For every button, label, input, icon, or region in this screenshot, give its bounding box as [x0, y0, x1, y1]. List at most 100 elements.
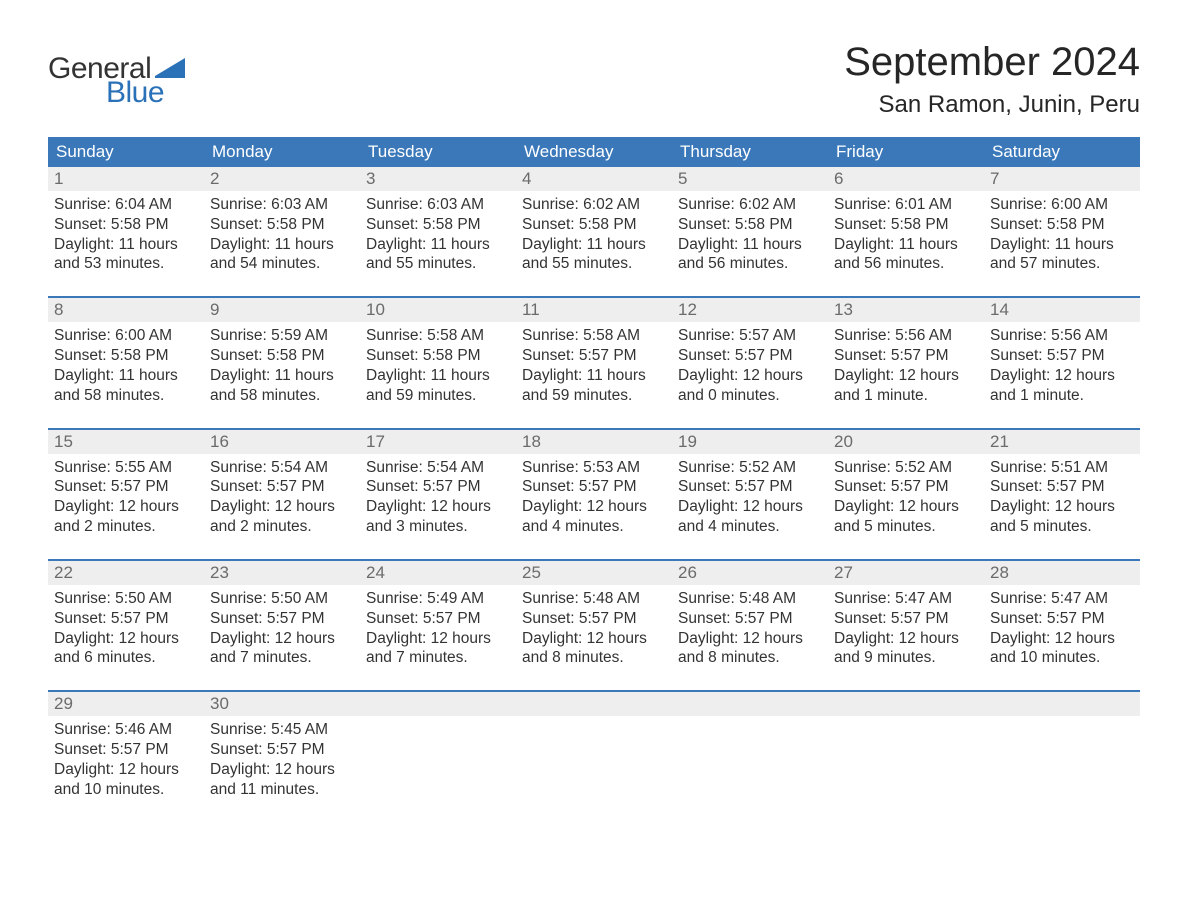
day-number	[522, 694, 527, 713]
day-number: 21	[990, 432, 1009, 451]
day-body: Sunrise: 5:47 AMSunset: 5:57 PMDaylight:…	[984, 585, 1140, 672]
day-body: Sunrise: 5:58 AMSunset: 5:57 PMDaylight:…	[516, 322, 672, 409]
day-number-row: 7	[984, 167, 1140, 191]
day-body: Sunrise: 5:56 AMSunset: 5:57 PMDaylight:…	[984, 322, 1140, 409]
calendar-day: 19Sunrise: 5:52 AMSunset: 5:57 PMDayligh…	[672, 430, 828, 541]
calendar-day: 24Sunrise: 5:49 AMSunset: 5:57 PMDayligh…	[360, 561, 516, 672]
daylight-line: Daylight: 12 hours and 5 minutes.	[990, 497, 1134, 537]
day-number: 17	[366, 432, 385, 451]
calendar-week: 8Sunrise: 6:00 AMSunset: 5:58 PMDaylight…	[48, 296, 1140, 409]
day-number-row: 16	[204, 430, 360, 454]
sunset-line: Sunset: 5:57 PM	[366, 477, 510, 497]
day-number-row: 14	[984, 298, 1140, 322]
logo-text-2: Blue	[106, 78, 185, 108]
day-body: Sunrise: 5:55 AMSunset: 5:57 PMDaylight:…	[48, 454, 204, 541]
sunset-line: Sunset: 5:58 PM	[834, 215, 978, 235]
sunset-line: Sunset: 5:58 PM	[678, 215, 822, 235]
sunrise-line: Sunrise: 5:52 AM	[834, 458, 978, 478]
sunset-line: Sunset: 5:57 PM	[210, 477, 354, 497]
calendar-day: 26Sunrise: 5:48 AMSunset: 5:57 PMDayligh…	[672, 561, 828, 672]
daylight-line: Daylight: 11 hours and 56 minutes.	[834, 235, 978, 275]
day-body	[360, 716, 516, 724]
sunset-line: Sunset: 5:57 PM	[522, 346, 666, 366]
daylight-line: Daylight: 12 hours and 11 minutes.	[210, 760, 354, 800]
day-body: Sunrise: 5:57 AMSunset: 5:57 PMDaylight:…	[672, 322, 828, 409]
calendar-day: 30Sunrise: 5:45 AMSunset: 5:57 PMDayligh…	[204, 692, 360, 803]
day-number: 3	[366, 169, 375, 188]
sunrise-line: Sunrise: 5:50 AM	[54, 589, 198, 609]
day-body: Sunrise: 5:46 AMSunset: 5:57 PMDaylight:…	[48, 716, 204, 803]
sunrise-line: Sunrise: 5:47 AM	[990, 589, 1134, 609]
day-number-row: 18	[516, 430, 672, 454]
calendar-day	[828, 692, 984, 803]
sunrise-line: Sunrise: 6:01 AM	[834, 195, 978, 215]
calendar-week: 29 Sunrise: 5:46 AMSunset: 5:57 PMDayligh…	[48, 690, 1140, 803]
calendar-day	[984, 692, 1140, 803]
day-number	[834, 694, 839, 713]
daylight-line: Daylight: 12 hours and 6 minutes.	[54, 629, 198, 669]
weekday-header: Monday	[204, 137, 360, 167]
daylight-line: Daylight: 12 hours and 2 minutes.	[210, 497, 354, 537]
day-number-row: 28	[984, 561, 1140, 585]
calendar-day: 25Sunrise: 5:48 AMSunset: 5:57 PMDayligh…	[516, 561, 672, 672]
daylight-line: Daylight: 11 hours and 54 minutes.	[210, 235, 354, 275]
sunrise-line: Sunrise: 6:00 AM	[54, 326, 198, 346]
sunrise-line: Sunrise: 5:45 AM	[210, 720, 354, 740]
sunrise-line: Sunrise: 5:49 AM	[366, 589, 510, 609]
sunset-line: Sunset: 5:58 PM	[210, 346, 354, 366]
day-number-row: 22	[48, 561, 204, 585]
day-number: 8	[54, 300, 63, 319]
day-number: 29	[54, 694, 73, 713]
weekday-header-row: SundayMondayTuesdayWednesdayThursdayFrid…	[48, 137, 1140, 167]
day-number: 28	[990, 563, 1009, 582]
day-number: 6	[834, 169, 843, 188]
day-number: 23	[210, 563, 229, 582]
day-number: 25	[522, 563, 541, 582]
sunrise-line: Sunrise: 6:04 AM	[54, 195, 198, 215]
daylight-line: Daylight: 12 hours and 8 minutes.	[678, 629, 822, 669]
day-number: 11	[522, 300, 540, 319]
day-body: Sunrise: 5:48 AMSunset: 5:57 PMDaylight:…	[672, 585, 828, 672]
day-number: 13	[834, 300, 853, 319]
daylight-line: Daylight: 11 hours and 53 minutes.	[54, 235, 198, 275]
calendar-week: 22Sunrise: 5:50 AMSunset: 5:57 PMDayligh…	[48, 559, 1140, 672]
calendar-day: 8Sunrise: 6:00 AMSunset: 5:58 PMDaylight…	[48, 298, 204, 409]
day-number: 12	[678, 300, 697, 319]
day-body: Sunrise: 5:52 AMSunset: 5:57 PMDaylight:…	[672, 454, 828, 541]
day-number-row	[828, 692, 984, 716]
day-body: Sunrise: 5:50 AMSunset: 5:57 PMDaylight:…	[204, 585, 360, 672]
day-number-row: 3	[360, 167, 516, 191]
sunset-line: Sunset: 5:57 PM	[210, 609, 354, 629]
day-body	[672, 716, 828, 724]
day-body	[828, 716, 984, 724]
day-body: Sunrise: 5:54 AMSunset: 5:57 PMDaylight:…	[204, 454, 360, 541]
day-body: Sunrise: 5:53 AMSunset: 5:57 PMDaylight:…	[516, 454, 672, 541]
sunrise-line: Sunrise: 6:00 AM	[990, 195, 1134, 215]
daylight-line: Daylight: 12 hours and 7 minutes.	[366, 629, 510, 669]
calendar-day: 16Sunrise: 5:54 AMSunset: 5:57 PMDayligh…	[204, 430, 360, 541]
day-body: Sunrise: 5:51 AMSunset: 5:57 PMDaylight:…	[984, 454, 1140, 541]
daylight-line: Daylight: 11 hours and 57 minutes.	[990, 235, 1134, 275]
day-body: Sunrise: 6:03 AMSunset: 5:58 PMDaylight:…	[204, 191, 360, 278]
day-number-row: 12	[672, 298, 828, 322]
calendar-day: 27Sunrise: 5:47 AMSunset: 5:57 PMDayligh…	[828, 561, 984, 672]
day-number: 30	[210, 694, 229, 713]
sunrise-line: Sunrise: 5:59 AM	[210, 326, 354, 346]
sunset-line: Sunset: 5:57 PM	[834, 477, 978, 497]
day-number-row: 1	[48, 167, 204, 191]
sunrise-line: Sunrise: 5:50 AM	[210, 589, 354, 609]
calendar-day: 20Sunrise: 5:52 AMSunset: 5:57 PMDayligh…	[828, 430, 984, 541]
daylight-line: Daylight: 12 hours and 5 minutes.	[834, 497, 978, 537]
day-number	[678, 694, 683, 713]
calendar-week: 15Sunrise: 5:55 AMSunset: 5:57 PMDayligh…	[48, 428, 1140, 541]
daylight-line: Daylight: 11 hours and 58 minutes.	[210, 366, 354, 406]
sunset-line: Sunset: 5:57 PM	[54, 477, 198, 497]
logo-flag-icon	[155, 58, 185, 78]
day-number	[990, 694, 995, 713]
weekday-header: Friday	[828, 137, 984, 167]
calendar-day: 10Sunrise: 5:58 AMSunset: 5:58 PMDayligh…	[360, 298, 516, 409]
daylight-line: Daylight: 11 hours and 59 minutes.	[366, 366, 510, 406]
calendar-day: 22Sunrise: 5:50 AMSunset: 5:57 PMDayligh…	[48, 561, 204, 672]
daylight-line: Daylight: 12 hours and 0 minutes.	[678, 366, 822, 406]
sunrise-line: Sunrise: 6:03 AM	[210, 195, 354, 215]
